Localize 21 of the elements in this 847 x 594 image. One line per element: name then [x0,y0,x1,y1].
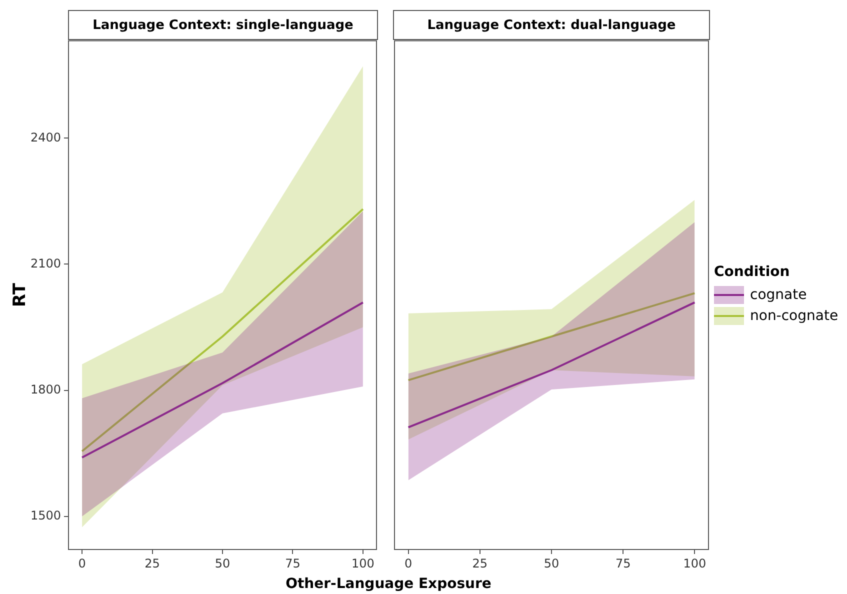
x-tick-label: 25 [144,556,160,570]
x-axis-title: Other-Language Exposure [284,576,492,592]
legend-label: cognate [750,286,807,302]
x-tick-label: 75 [615,556,631,570]
x-tick-label: 75 [285,556,300,570]
chart-title: Language Context: single-language [68,10,378,40]
y-tick-label: 2400 [30,130,61,144]
y-axis-title: RT [10,283,30,307]
x-tick-label: 100 [683,556,706,570]
x-tick-label: 50 [544,556,560,570]
legend-label: non-cognate [750,308,838,324]
y-tick-label: 1800 [30,382,61,396]
y-tick-label: 1500 [30,508,61,523]
x-tick-label: 0 [78,556,86,570]
x-tick-label: 0 [404,556,412,570]
x-tick-label: 100 [352,556,374,570]
legend-title: Condition [714,264,791,280]
y-tick-label: 2100 [30,256,61,270]
x-tick-label: 25 [472,556,488,570]
x-tick-label: 50 [214,556,230,570]
chart-title: Language Context: dual-language [393,10,710,40]
